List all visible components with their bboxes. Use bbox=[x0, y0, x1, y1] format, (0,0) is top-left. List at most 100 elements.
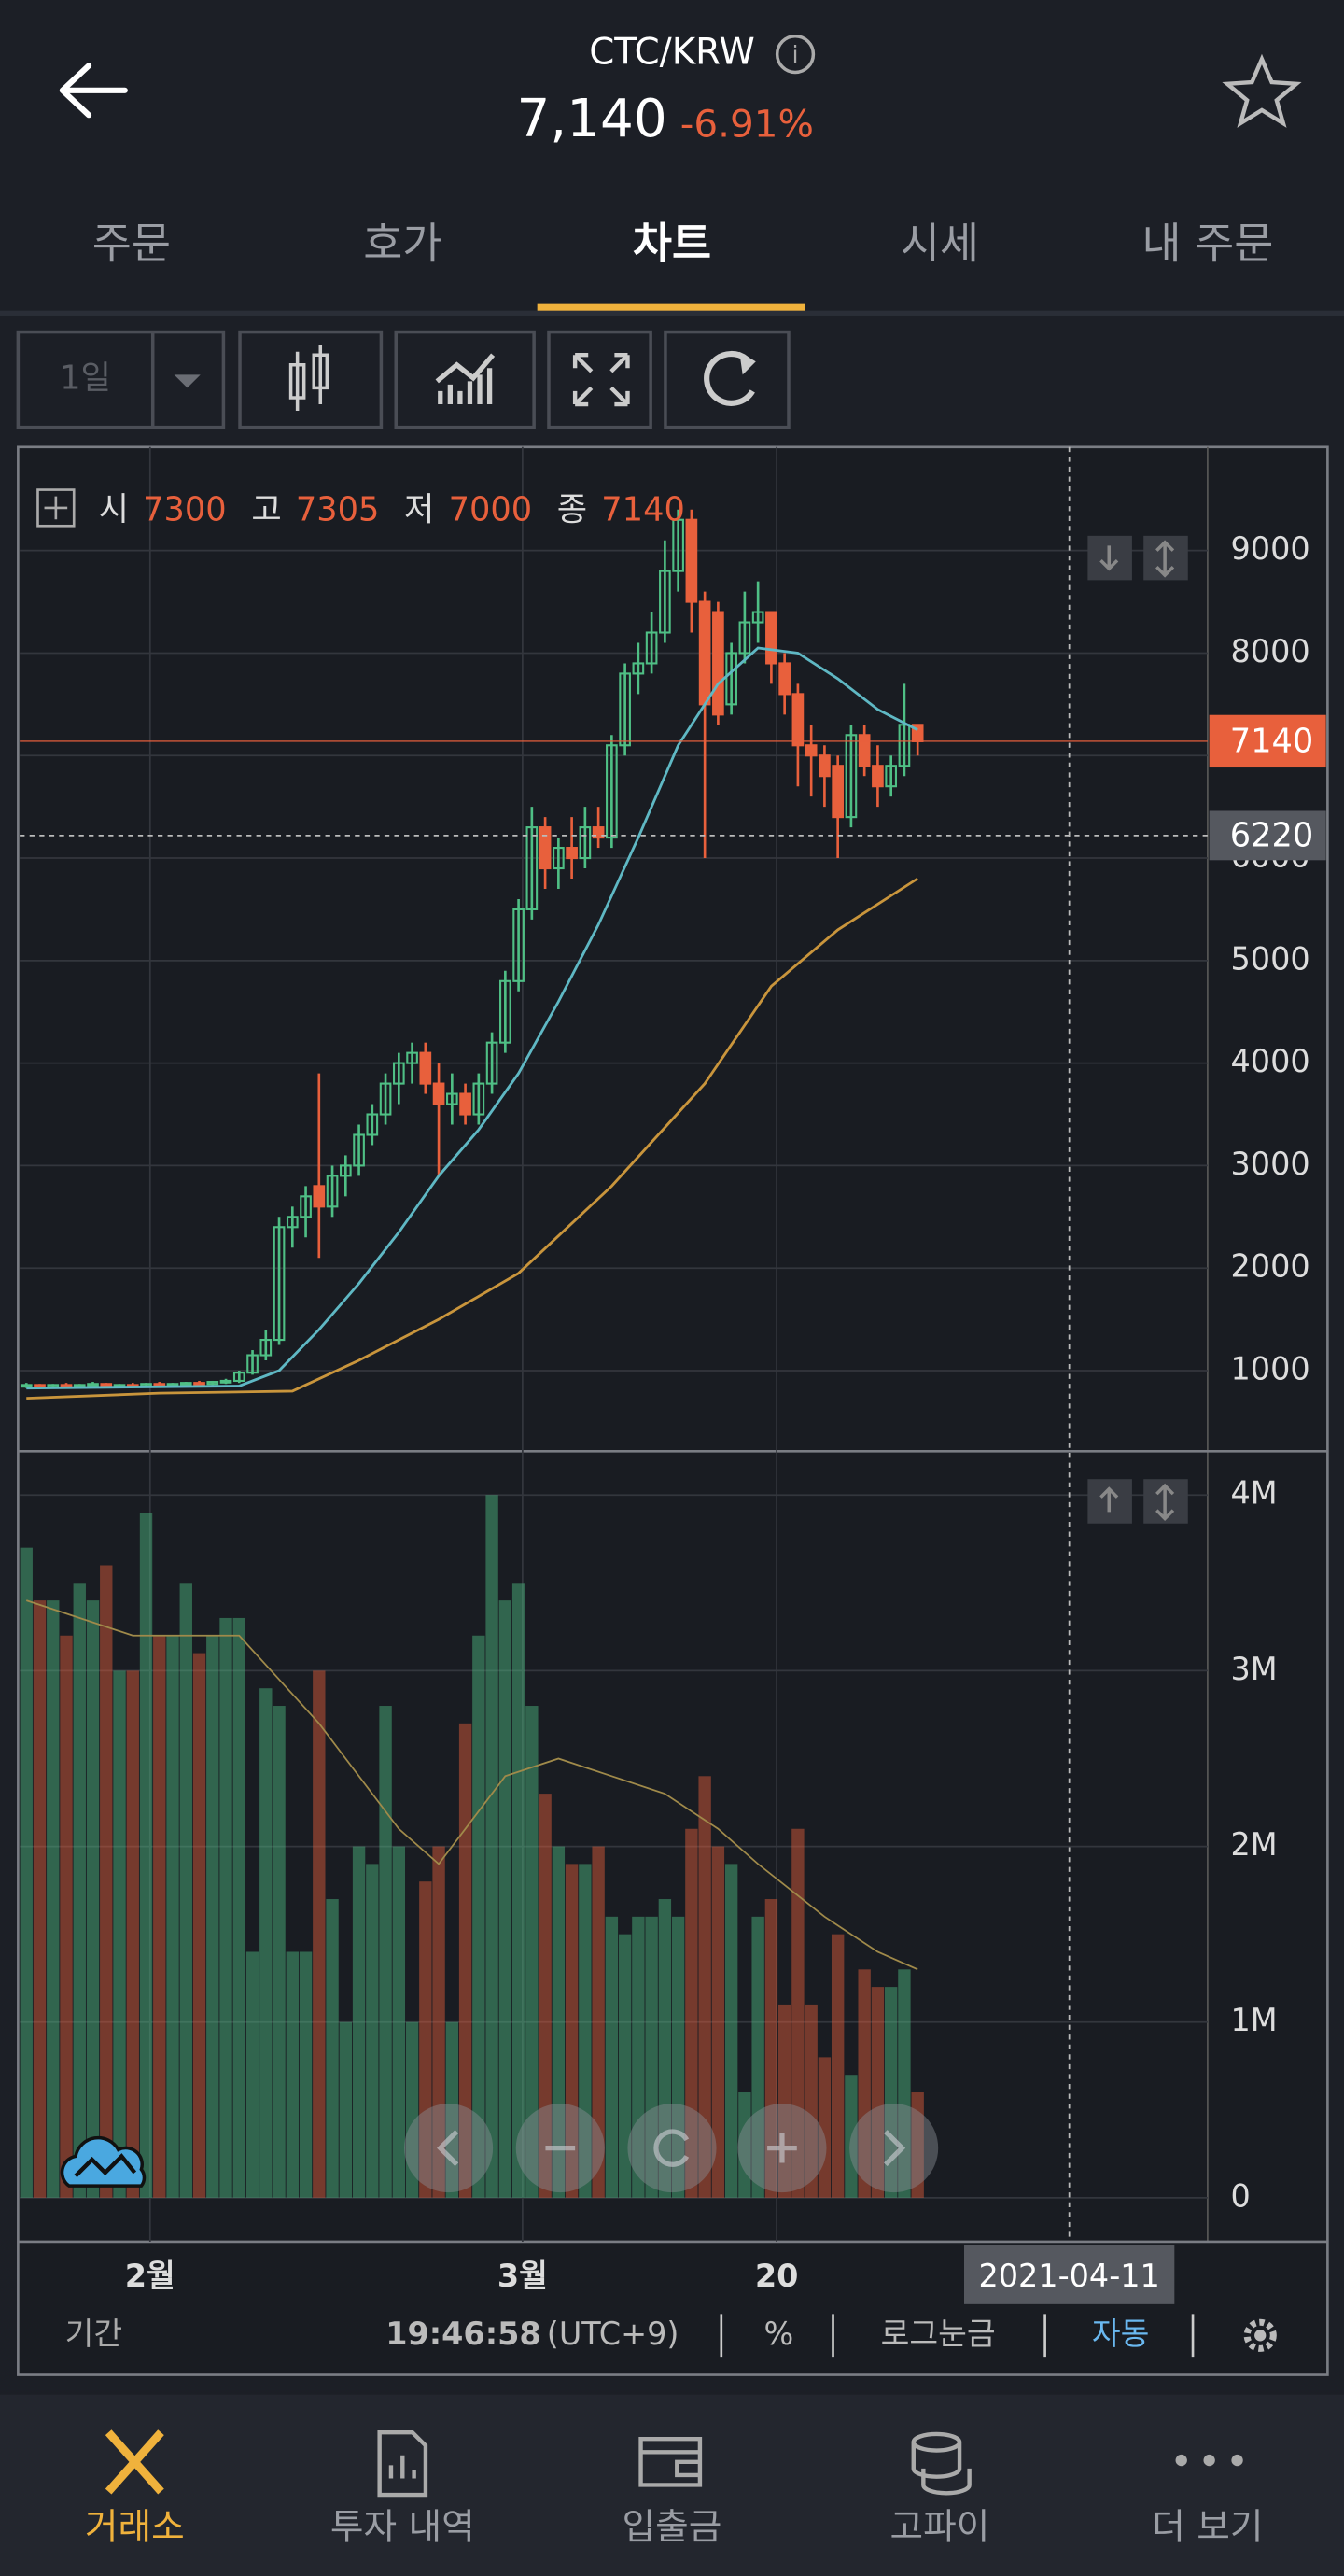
volume-bar bbox=[805, 2004, 818, 2198]
y-tick-label: 2000 bbox=[1231, 1248, 1310, 1285]
candle-body bbox=[751, 611, 764, 624]
volume-bar bbox=[366, 1864, 379, 2198]
candle-body bbox=[698, 600, 711, 706]
ma-line bbox=[26, 877, 918, 1401]
favorite[interactable] bbox=[1222, 53, 1302, 128]
divider bbox=[0, 310, 1344, 316]
volume-bar bbox=[20, 1547, 33, 2198]
candle-body bbox=[459, 1092, 471, 1116]
tab[interactable]: 시세 bbox=[901, 219, 979, 269]
volume-bar bbox=[498, 1600, 512, 2198]
candle-body bbox=[659, 570, 671, 634]
candle-body bbox=[685, 518, 698, 603]
candle-body bbox=[472, 1082, 485, 1116]
volume-bar bbox=[671, 1916, 685, 2198]
panel-icons bbox=[1099, 540, 1175, 1521]
volume-bar bbox=[419, 1881, 432, 2198]
candle-body bbox=[392, 1062, 405, 1085]
nav-item[interactable]: 고파이 bbox=[890, 2507, 990, 2549]
refresh-arrow bbox=[739, 351, 756, 375]
volume-bar bbox=[645, 1916, 658, 2198]
y-tick-label: 3M bbox=[1231, 1651, 1278, 1687]
volume-bar bbox=[206, 1635, 219, 2198]
y-tick-label: 1000 bbox=[1231, 1350, 1310, 1387]
volume-bar bbox=[632, 1916, 645, 2198]
volume-bar bbox=[884, 1987, 898, 2198]
candle-body bbox=[206, 1381, 219, 1386]
tab[interactable]: 호가 bbox=[363, 219, 441, 269]
nav-item[interactable]: 입출금 bbox=[623, 2507, 722, 2549]
reset[interactable] bbox=[627, 2104, 717, 2193]
settings[interactable] bbox=[1243, 2318, 1277, 2352]
nav-item[interactable]: 투자 내역 bbox=[330, 2507, 475, 2549]
volume-bar bbox=[858, 1969, 871, 2198]
nav-item[interactable]: 거래소 bbox=[85, 2507, 185, 2549]
legend-label: 종 bbox=[557, 490, 587, 528]
tab[interactable]: 내 주문 bbox=[1141, 219, 1273, 269]
volume-bar bbox=[579, 1864, 592, 2198]
expand-button[interactable] bbox=[547, 330, 652, 429]
period-label[interactable]: 기간 bbox=[65, 2316, 123, 2352]
candle-body bbox=[778, 662, 791, 696]
volume-bar bbox=[392, 1846, 406, 2198]
scroll-left[interactable] bbox=[404, 2104, 494, 2193]
volume-bar bbox=[273, 1706, 286, 2198]
y-tick-label: 0 bbox=[1231, 2177, 1251, 2214]
legend-value: 7300 bbox=[143, 490, 227, 528]
candle-body bbox=[339, 1164, 352, 1177]
scroll-right[interactable] bbox=[849, 2104, 939, 2193]
candle-body bbox=[485, 1041, 498, 1085]
volume-bar bbox=[313, 1670, 326, 2198]
candle-body bbox=[179, 1382, 192, 1386]
y-tick-label: 4M bbox=[1231, 1475, 1278, 1512]
volume-bar bbox=[565, 1864, 579, 2198]
tab[interactable]: 주문 bbox=[92, 219, 171, 269]
x-tick-label: 2월 bbox=[125, 2258, 175, 2294]
volume-bar bbox=[618, 1934, 632, 2198]
legend-toggle[interactable] bbox=[36, 488, 76, 528]
candle-body bbox=[539, 826, 552, 870]
x-tick-label: 3월 bbox=[497, 2258, 548, 2294]
back-button[interactable] bbox=[59, 63, 128, 119]
legend-label: 고 bbox=[251, 490, 281, 528]
volume-bar bbox=[592, 1846, 605, 2198]
percent-toggle[interactable]: % bbox=[764, 2316, 794, 2352]
volume-bar bbox=[192, 1653, 206, 2198]
tab-indicator bbox=[537, 303, 805, 313]
y-tick-label: 1M bbox=[1231, 2002, 1278, 2038]
tab[interactable]: 차트 bbox=[633, 219, 711, 269]
crosshair-date-tag bbox=[963, 2245, 1175, 2304]
candle-button[interactable] bbox=[238, 330, 384, 429]
chart-frame bbox=[17, 445, 1329, 2376]
candle-body bbox=[672, 518, 684, 572]
candle-body bbox=[606, 744, 618, 839]
volume-bar bbox=[232, 1617, 245, 2198]
volume-bar bbox=[511, 1583, 525, 2198]
volume-bar bbox=[113, 1670, 126, 2198]
candle-body bbox=[259, 1339, 273, 1357]
y-tick-label: 8000 bbox=[1231, 633, 1310, 669]
candle-body bbox=[326, 1175, 339, 1208]
nav-icon bbox=[105, 2429, 164, 2495]
nav-item[interactable]: 더 보기 bbox=[1152, 2507, 1263, 2549]
candle-body bbox=[406, 1051, 418, 1064]
legend-value: 7305 bbox=[296, 490, 380, 528]
auto-toggle[interactable]: 자동 bbox=[1092, 2316, 1150, 2352]
settings-core bbox=[1254, 2330, 1267, 2342]
info-icon[interactable] bbox=[775, 34, 816, 75]
log-toggle[interactable]: 로그눈금 bbox=[881, 2316, 996, 2352]
volume-bar bbox=[472, 1635, 485, 2198]
indicator-button[interactable] bbox=[394, 330, 536, 429]
volume-bar bbox=[405, 2021, 419, 2198]
timezone: (UTC+9) bbox=[547, 2316, 679, 2352]
candle-body bbox=[87, 1383, 99, 1387]
refresh-button[interactable] bbox=[664, 330, 791, 429]
volume-bar bbox=[86, 1600, 100, 2198]
period-select[interactable] bbox=[16, 330, 226, 429]
pair: CTC/KRW bbox=[589, 32, 755, 74]
indicator-icon bbox=[435, 353, 496, 405]
volume-bar bbox=[326, 1899, 339, 2198]
volume-bar bbox=[698, 1776, 711, 2198]
volume-bar bbox=[911, 2092, 924, 2198]
